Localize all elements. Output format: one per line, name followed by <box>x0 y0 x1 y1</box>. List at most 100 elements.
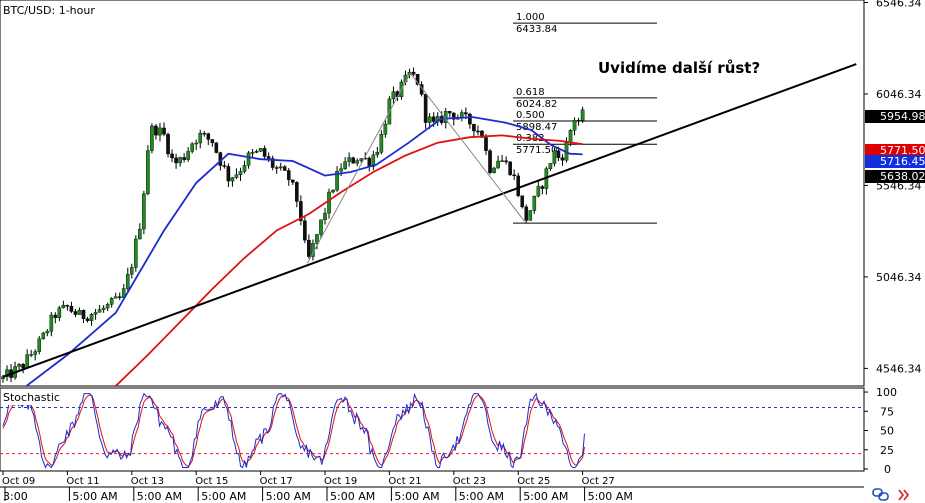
candle-body <box>580 109 585 121</box>
time-label: 5:00 AM <box>394 490 439 503</box>
candle-body <box>383 123 388 135</box>
candle-body <box>274 167 279 169</box>
candle-body <box>431 116 436 122</box>
candle-body <box>57 307 62 318</box>
candle-body <box>500 160 504 162</box>
candle-body <box>315 234 319 244</box>
candle-body <box>25 354 29 369</box>
candle-body <box>323 212 327 221</box>
fib-ratio-label: 1.000 <box>516 12 545 23</box>
candle-body <box>89 314 94 321</box>
fib-ratio-label: 0.618 <box>516 87 545 98</box>
candle-body <box>452 112 456 120</box>
candle-body <box>427 116 432 123</box>
price-tick-label: 4546.34 <box>876 362 922 375</box>
candle-body <box>391 91 396 100</box>
candle-body <box>291 179 295 183</box>
candle-body <box>355 160 360 164</box>
candle-body <box>186 151 190 160</box>
trend-lines <box>2 63 857 378</box>
candle-body <box>496 160 500 169</box>
candle-body <box>125 273 130 289</box>
candle-body <box>371 154 376 167</box>
candle-body <box>379 133 384 153</box>
candle-body <box>307 239 311 257</box>
candle-body <box>41 332 46 339</box>
stochastic-tick-label: 0 <box>884 463 891 476</box>
candle-body <box>484 137 488 151</box>
candle-body <box>299 201 303 221</box>
stochastic-d-line <box>2 394 585 467</box>
candle-body <box>29 354 33 356</box>
date-label: Oct 27 <box>582 476 615 487</box>
price-tag-background <box>865 110 925 123</box>
candle-body <box>85 318 90 321</box>
candle-body <box>198 132 203 144</box>
candle-body <box>532 195 537 211</box>
price-tag-background <box>865 155 925 168</box>
candle-body <box>61 304 66 309</box>
candle-body <box>319 219 323 235</box>
stochastic-oscillator <box>0 392 864 469</box>
candle-body <box>480 130 484 138</box>
candle-body <box>53 314 58 318</box>
candle-body <box>33 351 37 355</box>
candle-body <box>129 267 134 275</box>
candle-body <box>359 158 364 161</box>
link-icon[interactable] <box>872 488 889 501</box>
date-label: Oct 21 <box>388 476 421 487</box>
moving-average-blue <box>24 116 583 386</box>
candle-body <box>134 238 138 268</box>
price-tick-label: 6546.34 <box>876 0 922 9</box>
candle-body <box>258 148 263 152</box>
candle-body <box>347 157 351 162</box>
candle-body <box>174 157 178 164</box>
candle-body <box>202 132 207 135</box>
candle-body <box>214 142 219 153</box>
price-tag-label: 5638.02 <box>880 170 925 183</box>
time-label: 5:00 AM <box>201 490 246 503</box>
candle-body <box>488 150 492 173</box>
candle-body <box>37 338 42 352</box>
date-label: Oct 25 <box>517 476 550 487</box>
candle-body <box>97 309 102 313</box>
candle-body <box>327 191 331 214</box>
candle-body <box>468 113 472 125</box>
candle-body <box>242 165 247 172</box>
candle-body <box>166 134 170 155</box>
candle-body <box>282 166 287 171</box>
time-label: 5:00 AM <box>459 490 504 503</box>
candle-body <box>262 148 267 157</box>
candle-body <box>367 157 372 167</box>
candle-body <box>150 125 154 151</box>
candle-body <box>423 94 428 123</box>
price-tick-label: 6046.34 <box>876 88 922 101</box>
candle-body <box>210 139 215 144</box>
double-arrow-icon[interactable] <box>898 489 910 501</box>
stochastic-tick-label: 25 <box>880 444 894 457</box>
price-tag-background <box>865 144 925 157</box>
candle-body <box>73 311 78 315</box>
time-label: 5:00 AM <box>588 490 633 503</box>
candle-body <box>343 161 347 169</box>
candle-body <box>516 175 520 196</box>
candle-body <box>447 111 452 114</box>
candle-body <box>109 298 114 305</box>
fibonacci-levels: 1.0006433.840.6186024.820.5005898.470.38… <box>513 12 657 224</box>
support-trendline <box>2 63 857 378</box>
fib-price-label: 5771.50 <box>516 145 557 156</box>
stochastic-label: Stochastic <box>3 391 60 404</box>
price-tag-background <box>865 170 925 183</box>
bottom-right-icons <box>872 488 910 501</box>
candle-body <box>520 195 525 208</box>
candle-body <box>45 331 50 334</box>
candle-body <box>206 133 211 140</box>
time-label: 3:00 <box>3 490 28 503</box>
candle-body <box>254 151 259 153</box>
candle-body <box>5 369 9 377</box>
candle-body <box>138 228 142 240</box>
candle-body <box>464 112 468 115</box>
fib-swing-line <box>306 72 525 264</box>
candle-body <box>49 314 54 332</box>
